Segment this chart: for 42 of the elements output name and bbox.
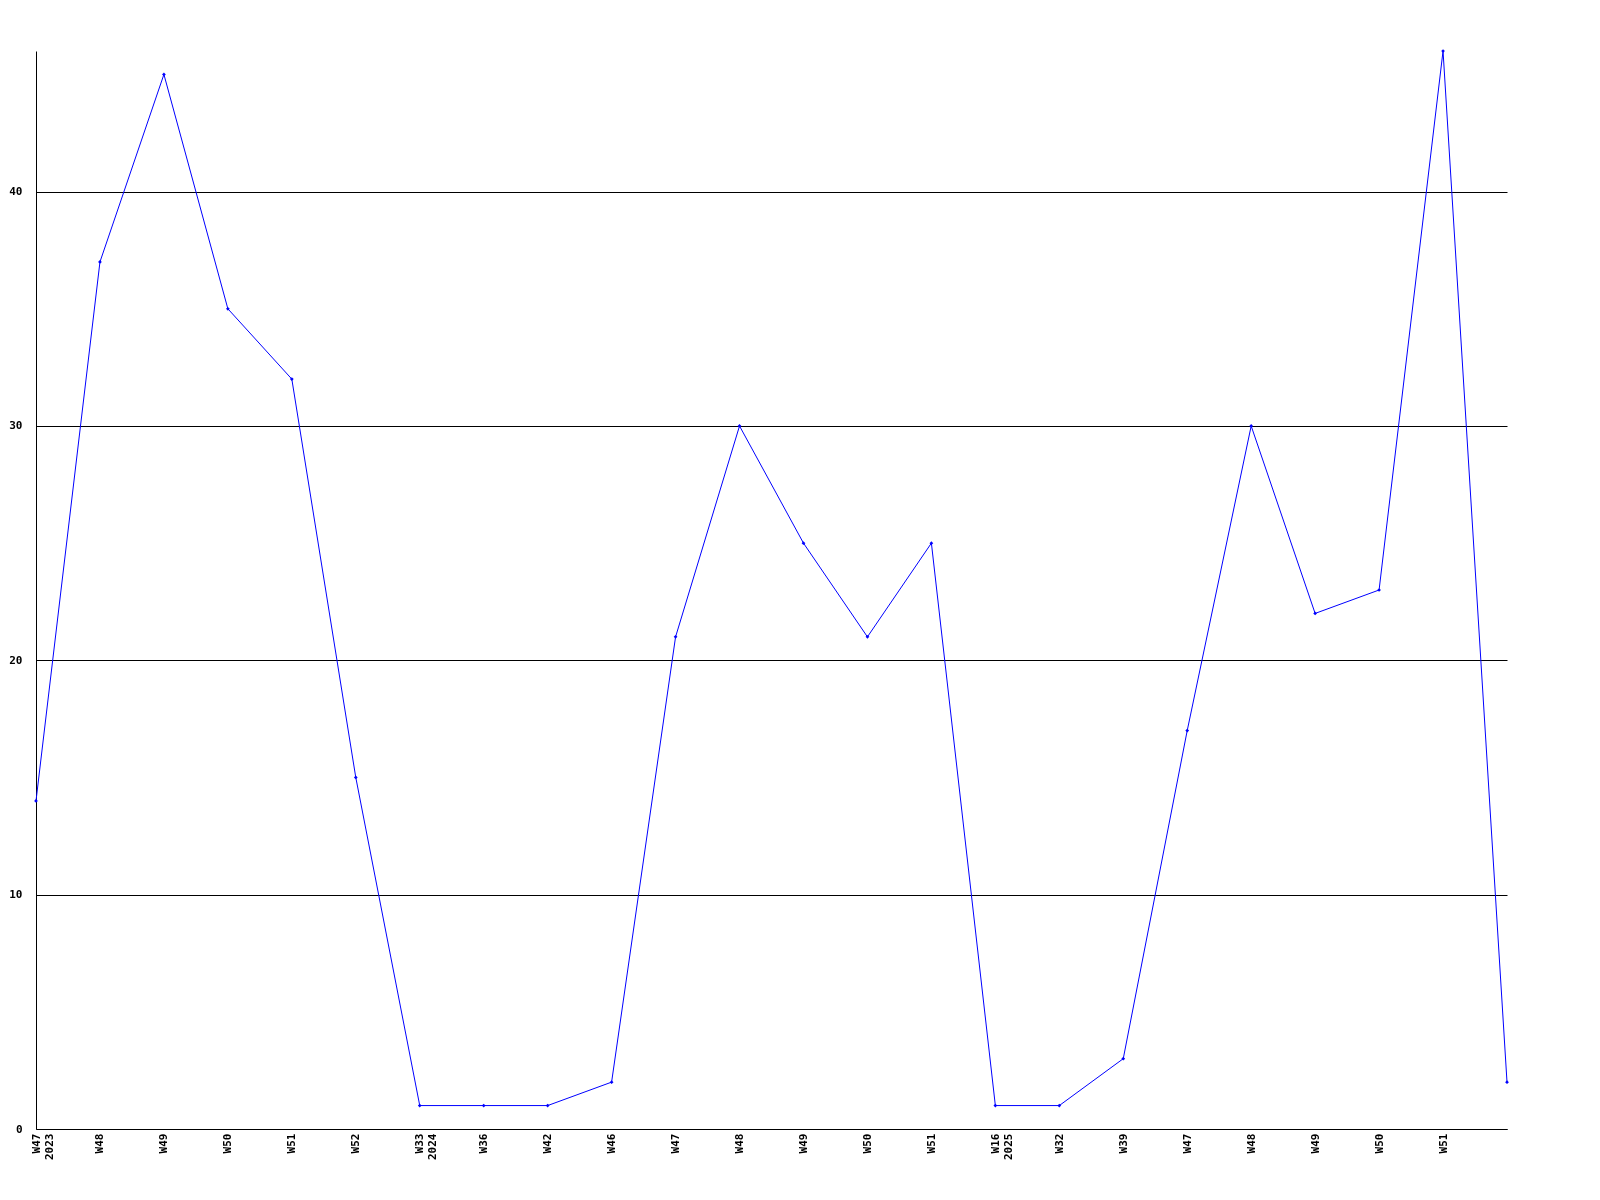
point (929, 541, 934, 545)
point (481, 1103, 486, 1108)
x-tick-label: W33 2024 (413, 1133, 440, 1160)
point (737, 424, 742, 428)
x-tick-label: W47 (1180, 1133, 1194, 1154)
x-tick-label: W50 (860, 1133, 874, 1154)
y-tick-label: 40 (9, 185, 23, 199)
y-tick-label: 20 (9, 653, 23, 667)
point (162, 72, 166, 77)
x-tick-label: W48 (1244, 1133, 1258, 1154)
point (1057, 1103, 1062, 1108)
x-tick-label: W32 (1052, 1133, 1066, 1154)
x-tick-label: W49 (796, 1133, 810, 1154)
point (609, 1080, 614, 1084)
point (1185, 728, 1190, 733)
x-tick-label: W47 2023 (29, 1133, 56, 1160)
x-tick-label: W47 (669, 1133, 683, 1154)
x-tick-label: W51 (285, 1133, 299, 1154)
x-tick-label: W42 (541, 1133, 555, 1154)
x-tick-label: W49 (1308, 1133, 1322, 1154)
y-tick-label: 10 (9, 888, 23, 902)
x-tick-label: W39 (1116, 1133, 1130, 1154)
x-tick-label: W51 (924, 1133, 938, 1154)
x-tick-label: W46 (605, 1133, 619, 1154)
point (673, 635, 678, 639)
point (417, 1103, 422, 1108)
point (1313, 611, 1317, 616)
x-tick-label: W51 (1436, 1133, 1450, 1154)
y-tick-label: 30 (9, 419, 23, 433)
x-tick-label: W48 (93, 1133, 107, 1154)
x-tick-label: W49 (157, 1133, 171, 1154)
y-tick-label: 0 (15, 1122, 23, 1136)
point (801, 541, 806, 545)
x-tick-label: W36 (477, 1133, 491, 1154)
x-tick-label: W16 2025 (988, 1133, 1015, 1160)
x-tick-label: W52 (349, 1133, 363, 1154)
point (865, 635, 870, 639)
x-tick-label: W50 (1372, 1133, 1386, 1154)
x-tick-label: W50 (221, 1133, 235, 1154)
line-series (34, 49, 1509, 1108)
point (353, 775, 358, 780)
x-tick-label: W48 (733, 1133, 747, 1154)
